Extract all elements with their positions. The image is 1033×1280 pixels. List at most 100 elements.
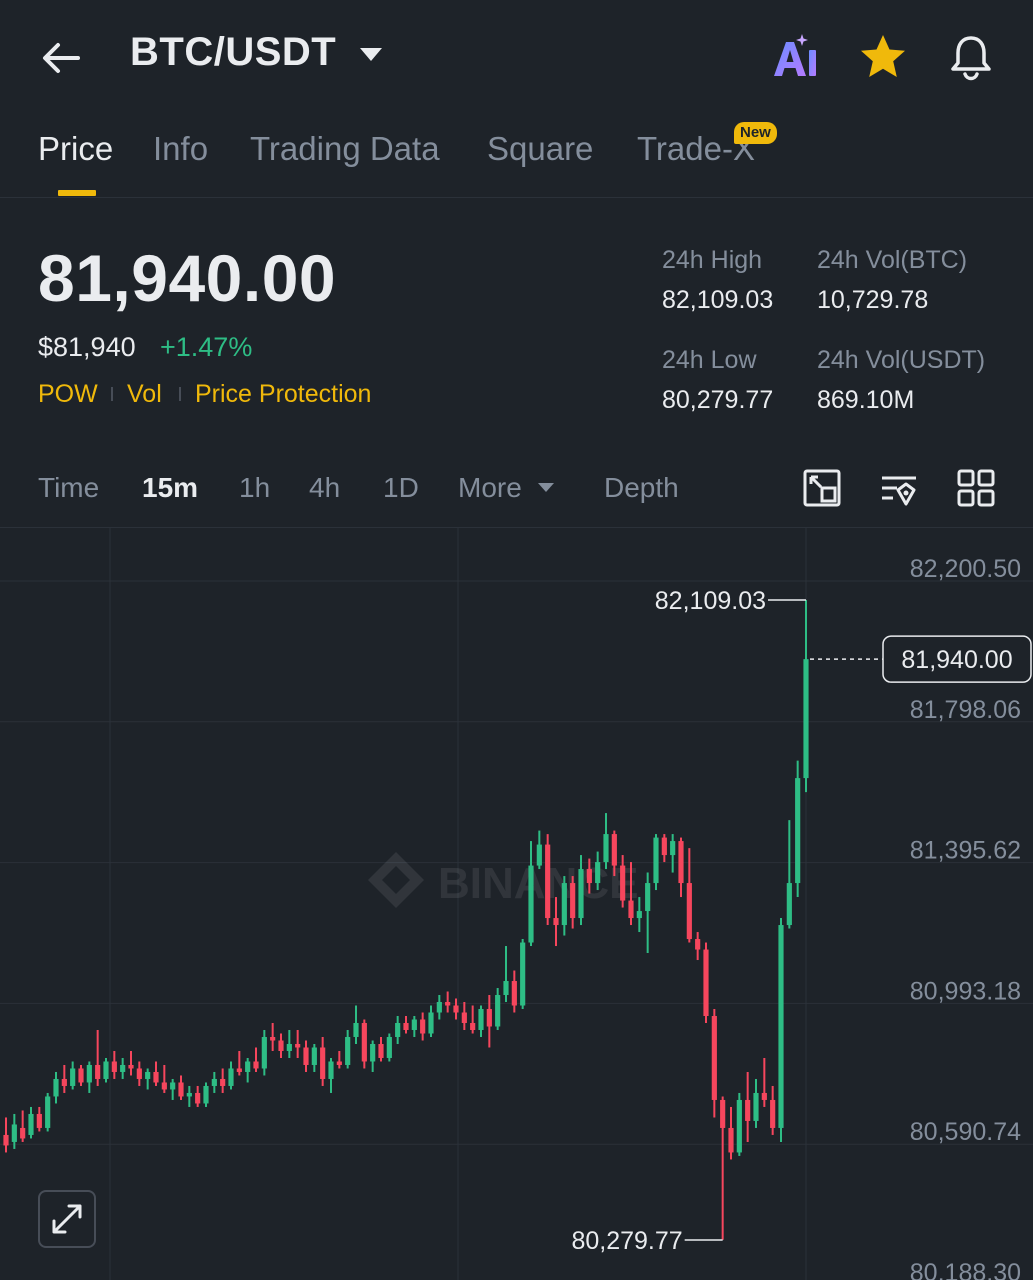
stat-high-label: 24h High	[662, 246, 763, 274]
candle-body	[103, 1061, 109, 1079]
candle	[503, 946, 509, 1003]
candle	[670, 834, 676, 873]
depth-tab[interactable]: Depth	[604, 472, 679, 503]
candle	[70, 1061, 76, 1090]
candle-body	[95, 1064, 101, 1079]
candle-body	[803, 659, 809, 779]
candle-body	[695, 939, 701, 950]
candle	[311, 1043, 317, 1072]
candle	[486, 995, 492, 1048]
candle-body	[445, 1002, 451, 1006]
candle-body	[428, 1012, 434, 1034]
back-arrow-icon[interactable]	[38, 34, 86, 82]
bell-icon[interactable]	[946, 32, 996, 82]
tab-info[interactable]: Info	[153, 130, 209, 167]
candle	[395, 1016, 401, 1044]
indicator-filter-icon[interactable]	[879, 468, 919, 508]
candle	[445, 991, 451, 1013]
candle	[378, 1036, 384, 1062]
tag-vol[interactable]: Vol	[127, 380, 162, 408]
chevron-down-icon[interactable]	[538, 483, 554, 492]
candle-body	[261, 1036, 267, 1069]
interval-4h[interactable]: 4h	[309, 472, 341, 503]
candle	[761, 1057, 767, 1107]
candle-body	[70, 1068, 76, 1086]
candle-body	[495, 995, 501, 1027]
star-icon[interactable]	[858, 32, 908, 82]
candle-body	[586, 869, 592, 884]
usd-price: $81,940	[38, 332, 136, 362]
candle	[720, 1096, 726, 1240]
candle-body	[420, 1019, 426, 1034]
candle-body	[770, 1099, 776, 1128]
candle	[95, 1029, 101, 1086]
price-change-percent: +1.47%	[160, 332, 253, 362]
tab-trading-data[interactable]: Trading Data	[250, 130, 440, 167]
candles	[3, 600, 809, 1240]
fullscreen-button[interactable]	[38, 1190, 96, 1248]
tag-pow[interactable]: POW	[38, 380, 98, 408]
candle-body	[461, 1012, 467, 1024]
interval-divider	[0, 527, 1033, 528]
candle	[53, 1071, 59, 1104]
candle-body	[795, 778, 801, 884]
candle	[195, 1085, 201, 1107]
expand-icon	[52, 1204, 82, 1234]
candle	[436, 995, 442, 1020]
chart-grid	[0, 528, 1033, 1280]
candle-body	[11, 1124, 17, 1142]
candle-body	[303, 1047, 309, 1065]
interval-1d[interactable]: 1D	[383, 472, 419, 503]
candle	[578, 855, 584, 926]
candle-body	[478, 1009, 484, 1030]
candle	[153, 1061, 159, 1086]
candle-body	[686, 883, 692, 940]
candle-body	[353, 1023, 359, 1037]
candle	[345, 1029, 351, 1069]
candle-body	[761, 1092, 767, 1100]
candle	[645, 872, 651, 954]
candlestick-chart[interactable]: BINANCE 82,109.03 80,279.77 81,940.00 82,2…	[0, 528, 1033, 1280]
candle	[611, 830, 617, 877]
candle-body	[736, 1099, 742, 1153]
candle	[703, 942, 709, 1024]
candle-body	[236, 1068, 242, 1072]
tag-separator	[179, 387, 181, 401]
candle	[145, 1068, 151, 1090]
interval-15m[interactable]: 15m	[142, 472, 199, 503]
stat-high-value: 82,109.03	[662, 286, 774, 314]
candle-body	[278, 1040, 284, 1051]
y-tick-label: 80,993.18	[910, 977, 1021, 1005]
candle-body	[386, 1036, 392, 1058]
grid-layout-icon[interactable]	[956, 468, 996, 508]
tab-square[interactable]: Square	[487, 130, 594, 167]
tab-price[interactable]: Price	[38, 130, 114, 167]
candle	[253, 1047, 259, 1072]
candle	[520, 939, 526, 1010]
candle-body	[603, 834, 609, 863]
candle	[403, 1016, 409, 1034]
candle-body	[53, 1078, 59, 1097]
y-axis-labels: 82,200.50 81,798.06 81,395.62 80,993.18 80,5…	[910, 555, 1021, 1280]
pair-selector[interactable]: BTC/USDT	[130, 30, 337, 74]
candle	[420, 1012, 426, 1041]
candle	[536, 830, 542, 870]
candle	[320, 1036, 326, 1086]
candle	[428, 1005, 434, 1037]
interval-time[interactable]: Time	[38, 472, 100, 503]
candle	[411, 1016, 417, 1037]
stat-vol-usdt-label: 24h Vol(USDT)	[817, 346, 986, 374]
interval-1h[interactable]: 1h	[239, 472, 271, 503]
watermark-text: BINANCE	[438, 859, 638, 908]
candle	[128, 1050, 134, 1076]
ai-icon[interactable]	[770, 32, 820, 80]
tag-price-protection[interactable]: Price Protection	[195, 380, 372, 408]
chart-settings-icon[interactable]	[802, 468, 842, 508]
candle-body	[345, 1036, 351, 1065]
stat-vol-btc-value: 10,729.78	[817, 286, 929, 314]
candle	[286, 1029, 292, 1058]
candle-body	[636, 911, 642, 919]
last-price: 81,940.00	[38, 241, 337, 315]
interval-more[interactable]: More	[458, 472, 522, 503]
chevron-down-icon[interactable]	[360, 48, 382, 61]
